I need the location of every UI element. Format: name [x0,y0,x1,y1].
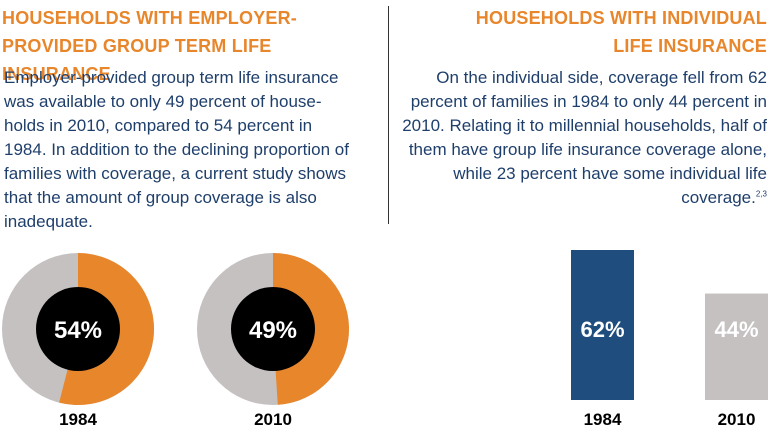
group-insurance-paragraph: Employer-provided group term life insura… [4,68,349,231]
bar-1984 [571,250,634,400]
bar-value-label-2010: 44% [714,317,758,342]
individual-insurance-heading-line1: HOUSEHOLDS WITH INDIVIDUAL [475,8,767,28]
donut-value-label-2010: 49% [249,317,297,344]
donut-year-label-2010: 2010 [254,410,292,429]
group-insurance-heading-line1: HOUSEHOLDS WITH EMPLOYER- [2,8,298,28]
individual-insurance-paragraph-text: On the individual side, coverage fell fr… [402,68,767,207]
individual-insurance-heading-line2: LIFE INSURANCE [613,36,767,56]
group-insurance-heading: HOUSEHOLDS WITH EMPLOYER- PROVIDED GROUP… [2,4,372,88]
donut-center-2010 [231,287,315,371]
bar-year-label-2010: 2010 [718,410,756,429]
bar-year-label-1984: 1984 [584,410,622,429]
donut-year-label-1984: 1984 [59,410,97,429]
donut-center-1984 [36,287,120,371]
group-insurance-heading-line2: PROVIDED GROUP TERM LIFE INSURANCE [2,36,272,84]
column-divider [388,6,389,224]
bar-2010 [705,293,768,400]
donut-value-label-1984: 54% [54,317,102,344]
individual-insurance-paragraph: On the individual side, coverage fell fr… [397,66,767,210]
individual-insurance-heading: HOUSEHOLDS WITH INDIVIDUAL LIFE INSURANC… [437,4,767,60]
bar-value-label-1984: 62% [580,317,624,342]
footnote-reference: 2,3 [755,189,767,199]
